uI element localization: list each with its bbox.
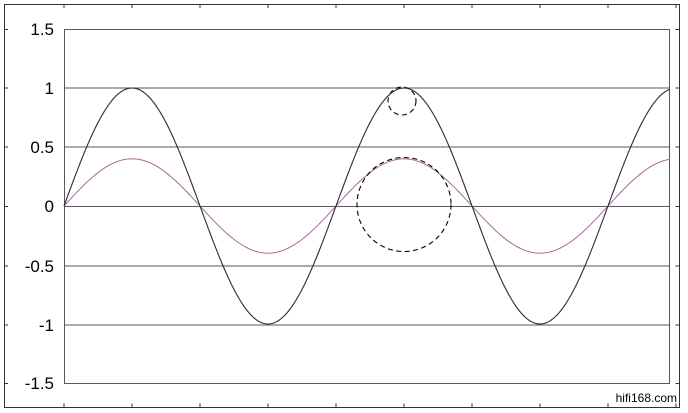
svg-text:0: 0 bbox=[45, 197, 54, 216]
svg-text:-1.5: -1.5 bbox=[25, 374, 54, 393]
svg-text:hifi168.com: hifi168.com bbox=[616, 391, 677, 405]
svg-text:-0.5: -0.5 bbox=[25, 257, 54, 276]
svg-text:0.5: 0.5 bbox=[30, 138, 54, 157]
svg-text:-1: -1 bbox=[39, 316, 54, 335]
svg-text:1.5: 1.5 bbox=[30, 20, 54, 39]
svg-text:1: 1 bbox=[45, 79, 54, 98]
